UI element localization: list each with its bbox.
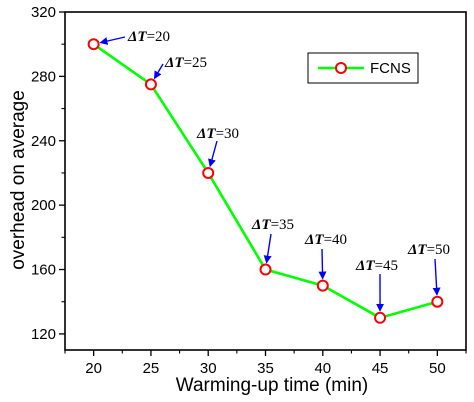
fcns-data-point: [374, 311, 387, 324]
fcns-data-point: [431, 295, 444, 308]
x-tick-label: 25: [143, 360, 160, 377]
delta-t-symbol: ΔT: [164, 55, 184, 71]
delta-t-symbol: ΔT: [196, 126, 216, 142]
delta-t-value: =50: [427, 242, 450, 258]
annotation-arrow: [432, 258, 441, 296]
delta-t-value: =45: [375, 258, 398, 274]
annotation-arrow: [99, 36, 126, 45]
x-tick-label: 50: [429, 360, 446, 377]
x-axis-title: Warming-up time (min): [176, 375, 369, 396]
delta-t-value: =30: [216, 126, 239, 142]
delta-t-value: =25: [184, 55, 207, 71]
y-tick-label: 320: [31, 4, 56, 21]
x-tick-label: 20: [85, 360, 102, 377]
fcns-data-point: [202, 166, 215, 179]
delta-t-symbol: ΔT: [407, 242, 427, 258]
y-tick-label: 200: [31, 197, 56, 214]
annotation-arrow: [153, 63, 164, 80]
delta-t-annotation: ΔT=50: [407, 242, 450, 258]
delta-t-symbol: ΔT: [304, 232, 324, 248]
delta-t-annotation: ΔT=30: [196, 126, 239, 142]
y-tick-label: 240: [31, 133, 56, 150]
delta-t-symbol: ΔT: [127, 29, 147, 45]
delta-t-annotation: ΔT=25: [164, 55, 207, 71]
y-axis-title: overhead on average: [8, 90, 29, 270]
delta-t-annotation: ΔT=35: [251, 217, 294, 233]
x-tick-label: 40: [314, 360, 331, 377]
annotation-arrow: [263, 233, 272, 264]
annotation-arrow: [208, 140, 218, 168]
y-tick-label: 120: [31, 326, 56, 343]
y-tick-label: 160: [31, 262, 56, 279]
x-tick-label: 35: [257, 360, 274, 377]
delta-t-annotation: ΔT=45: [355, 258, 398, 274]
delta-t-value: =20: [147, 29, 170, 45]
x-tick-label: 30: [200, 360, 217, 377]
delta-t-symbol: ΔT: [355, 258, 375, 274]
x-tick-label: 45: [372, 360, 389, 377]
fcns-data-point: [144, 78, 157, 91]
delta-t-symbol: ΔT: [251, 217, 271, 233]
delta-t-annotation: ΔT=40: [304, 232, 347, 248]
fcns-data-point: [316, 279, 329, 292]
fcns-data-point: [259, 263, 272, 276]
fcns-data-point: [87, 38, 100, 51]
y-tick-label: 280: [31, 68, 56, 85]
annotation-arrow: [318, 248, 327, 280]
delta-t-value: =40: [324, 232, 347, 248]
delta-t-annotation: ΔT=20: [127, 29, 170, 45]
delta-t-value: =35: [271, 217, 294, 233]
legend-label: FCNS: [370, 60, 411, 77]
legend-marker-swatch: [335, 62, 347, 74]
